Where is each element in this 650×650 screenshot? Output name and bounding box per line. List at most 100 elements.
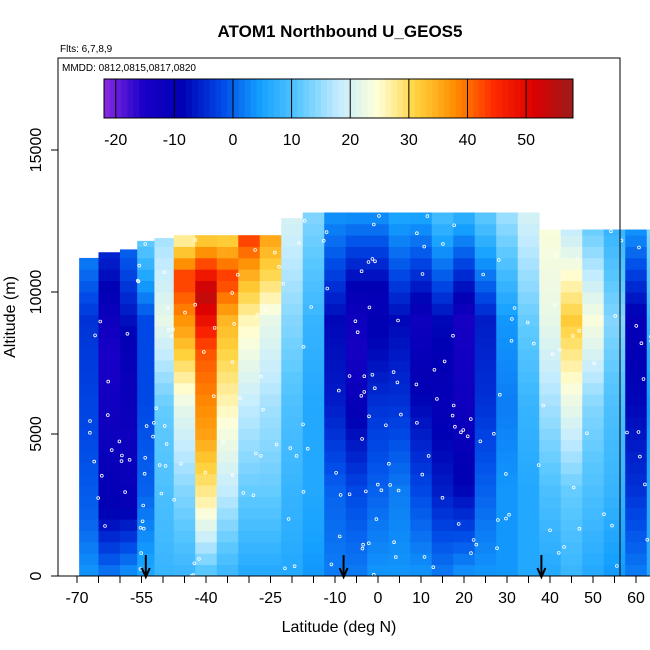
heatmap-cell	[603, 269, 626, 282]
track-point	[183, 310, 187, 315]
heatmap-column	[345, 212, 368, 577]
track-point	[396, 318, 400, 323]
track-point	[355, 330, 360, 335]
heatmap-cell	[324, 405, 347, 418]
heatmap-cell	[453, 257, 476, 270]
heatmap-cell	[120, 428, 138, 441]
heatmap-cell	[281, 292, 304, 304]
colorbar: -20 -10 0 10 20 30 40 50	[103, 78, 574, 149]
heatmap-cell	[345, 451, 368, 463]
heatmap-cell	[154, 394, 175, 406]
track-point	[151, 434, 155, 439]
heatmap-cell	[195, 451, 218, 463]
heatmap-cell	[453, 382, 476, 395]
heatmap-cell	[345, 223, 368, 236]
heatmap-cell	[195, 269, 218, 282]
flights-label: Flts: 6,7,8,9	[60, 44, 113, 55]
heatmap-cell	[238, 553, 261, 566]
heatmap-cell	[195, 553, 218, 566]
heatmap-cell	[137, 496, 155, 509]
heatmap-cell	[539, 348, 562, 361]
colorbar-swatch	[567, 79, 574, 118]
colorbar-swatch	[162, 79, 169, 118]
track-point	[334, 470, 338, 475]
heatmap-cell	[474, 519, 497, 531]
heatmap-cell	[646, 246, 650, 259]
track-point	[106, 413, 110, 417]
colorbar-swatch	[461, 79, 468, 118]
heatmap-cell	[582, 360, 605, 372]
heatmap-cell	[431, 485, 454, 497]
heatmap-cell	[173, 314, 196, 327]
colorbar-frame	[103, 78, 574, 119]
heatmap-cell	[474, 473, 497, 486]
heatmap-column	[238, 235, 261, 577]
heatmap-cell	[496, 553, 519, 566]
track-point	[254, 451, 258, 456]
colorbar-swatch	[145, 79, 152, 118]
colorbar-swatch	[350, 79, 357, 118]
heatmap-cell	[388, 269, 411, 282]
heatmap-cell	[517, 337, 540, 350]
heatmap-cell	[431, 337, 454, 350]
heatmap-cell	[539, 360, 562, 372]
heatmap-cell	[154, 326, 175, 338]
heatmap-cell	[345, 212, 368, 225]
track-point	[238, 396, 243, 400]
heatmap-cell	[281, 257, 304, 270]
heatmap-cell	[431, 303, 454, 316]
heatmap-cell	[98, 326, 121, 338]
heatmap-column	[539, 229, 562, 577]
heatmap-cell	[603, 428, 626, 441]
heatmap-cell	[410, 519, 433, 531]
colorbar-swatch	[467, 79, 474, 118]
heatmap-cell	[302, 235, 325, 247]
heatmap-cell	[216, 394, 239, 406]
track-point	[440, 495, 445, 500]
heatmap-cell	[431, 473, 454, 486]
heatmap-cell	[98, 269, 121, 282]
heatmap-cell	[120, 314, 138, 327]
heatmap-cell	[302, 473, 325, 486]
heatmap-cell	[173, 405, 196, 418]
heatmap-cell	[517, 462, 540, 475]
heatmap-cell	[98, 257, 121, 270]
heatmap-cell	[345, 416, 368, 429]
track-point	[119, 459, 124, 463]
heatmap-cell	[259, 326, 282, 338]
heatmap-cell	[79, 519, 99, 531]
heatmap-column	[625, 229, 648, 577]
heatmap-cell	[388, 473, 411, 486]
heatmap-column	[431, 212, 454, 577]
heatmap-cell	[431, 541, 454, 554]
heatmap-cell	[560, 428, 583, 441]
track-point	[321, 238, 326, 243]
track-point	[337, 534, 342, 539]
heatmap-cell	[238, 416, 261, 429]
heatmap-cell	[539, 303, 562, 316]
heatmap-cell	[195, 439, 218, 452]
heatmap-cell	[120, 269, 138, 282]
heatmap-cell	[517, 280, 540, 293]
heatmap-cell	[367, 462, 390, 475]
track-point	[510, 317, 514, 321]
track-point	[96, 496, 100, 500]
heatmap-cell	[216, 473, 239, 486]
heatmap-cell	[195, 257, 218, 270]
track-point	[93, 333, 97, 338]
track-point	[301, 344, 306, 349]
track-point	[141, 503, 146, 508]
heatmap-cell	[345, 530, 368, 543]
colorbar-tick-label: 30	[400, 132, 418, 149]
heatmap-cell	[517, 530, 540, 543]
track-point	[610, 523, 614, 528]
heatmap-cell	[173, 337, 196, 350]
heatmap-cell	[120, 405, 138, 418]
heatmap-cell	[625, 382, 648, 395]
heatmap-cell	[173, 257, 196, 270]
heatmap-cell	[238, 303, 261, 316]
heatmap-cell	[259, 269, 282, 282]
heatmap-cell	[431, 462, 454, 475]
heatmap-cell	[474, 553, 497, 566]
track-point	[395, 380, 400, 385]
